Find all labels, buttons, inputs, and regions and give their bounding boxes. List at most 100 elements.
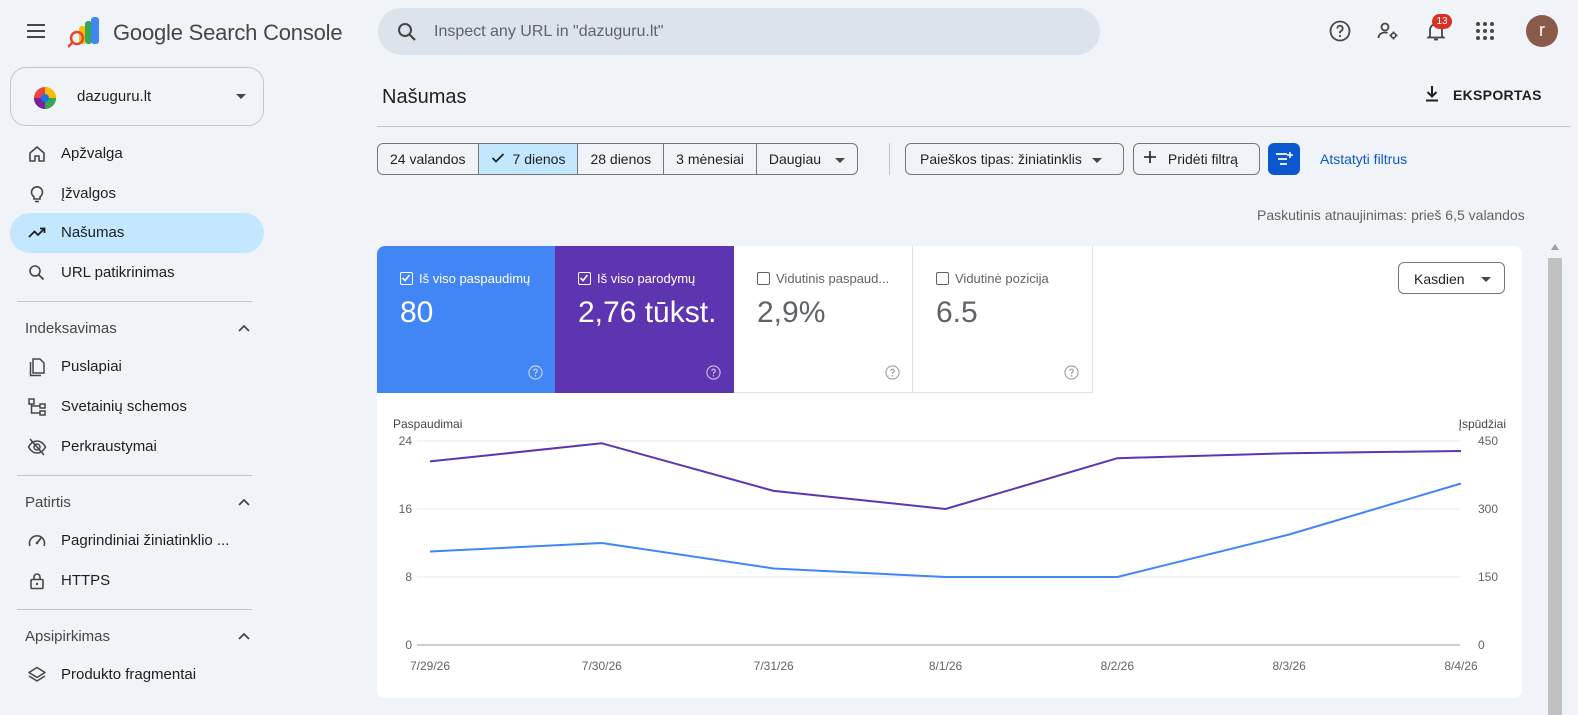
granularity-dropdown[interactable]: Kasdien [1398, 262, 1505, 294]
app-title: Google Search Console [113, 20, 343, 45]
filter-icon [1276, 152, 1293, 165]
export-label: EKSPORTAS [1453, 87, 1542, 103]
chevron-up-icon [237, 496, 251, 510]
nav-label: Puslapiai [61, 358, 122, 375]
nav-item-url-inspection[interactable]: URL patikrinimas [10, 253, 264, 293]
property-selector[interactable]: dazuguru.lt [10, 67, 264, 126]
x-tick-label: 7/30/26 [582, 659, 622, 673]
sitemap-icon [27, 397, 47, 417]
property-logo-icon [32, 85, 58, 111]
menu-icon[interactable] [24, 19, 48, 43]
avatar[interactable]: r [1526, 15, 1558, 47]
checkbox-unchecked-icon[interactable] [936, 272, 949, 285]
lock-icon [27, 571, 47, 591]
scroll-up-arrow[interactable] [1551, 244, 1559, 250]
page-title: Našumas [382, 86, 467, 108]
nav-item-core-web-vitals[interactable]: Pagrindiniai žiniatinklio ... [10, 521, 264, 561]
nav-item-overview[interactable]: Apžvalga [10, 134, 264, 174]
nav-label: Įžvalgos [61, 185, 117, 202]
nav-item-https[interactable]: HTTPS [10, 561, 264, 601]
metric-total-impressions[interactable]: Iš viso parodymų 2,76 tūkst. [555, 246, 734, 393]
date-range-24h[interactable]: 24 valandos [378, 144, 479, 174]
x-tick-label: 7/31/26 [754, 659, 794, 673]
search-console-logo [67, 16, 102, 48]
date-range-label: Daugiau [768, 151, 822, 167]
help-icon[interactable] [1328, 19, 1352, 43]
x-tick-label: 8/1/26 [929, 659, 963, 673]
help-icon[interactable] [706, 365, 721, 380]
section-title: Patirtis [25, 494, 71, 511]
search-input[interactable] [434, 8, 1074, 55]
caret-down-icon [1481, 277, 1491, 282]
help-icon[interactable] [1064, 365, 1079, 380]
date-range-3m[interactable]: 3 mėnesiai [664, 144, 757, 174]
caret-down-icon [1091, 157, 1102, 163]
left-tick-label: 24 [399, 434, 413, 448]
caret-down-icon [835, 157, 846, 163]
nav-divider [17, 609, 252, 610]
lightbulb-icon [27, 184, 47, 204]
manage-accounts-icon[interactable] [1376, 19, 1400, 43]
metric-header: Vidutinė pozicija [936, 271, 1049, 286]
check-icon [491, 144, 505, 174]
help-icon[interactable] [528, 365, 543, 380]
metric-value: 80 [400, 296, 434, 329]
trending-up-icon [27, 223, 47, 243]
nav-label: Našumas [61, 224, 125, 241]
nav-label: Perkraustymai [61, 438, 157, 455]
scrollbar-thumb[interactable] [1548, 258, 1562, 715]
nav-label: Apžvalga [61, 145, 123, 162]
reset-filters-link[interactable]: Atstatyti filtrus [1320, 151, 1408, 167]
left-tick-label: 8 [405, 570, 412, 584]
x-tick-label: 8/3/26 [1272, 659, 1306, 673]
date-range-more[interactable]: Daugiau [757, 144, 857, 174]
divider [889, 143, 890, 175]
chevron-up-icon [237, 630, 251, 644]
apps-grid-icon[interactable] [1473, 19, 1497, 43]
search-type-label: Paieškos tipas: žiniatinklis [920, 151, 1082, 167]
metric-label: Vidutinė pozicija [955, 271, 1049, 286]
eye-off-icon [27, 437, 47, 457]
url-inspect-search[interactable] [378, 8, 1100, 55]
checkbox-checked-icon[interactable] [578, 272, 591, 285]
divider [377, 126, 1570, 127]
metric-total-clicks[interactable]: Iš viso paspaudimų 80 [377, 246, 556, 393]
filter-settings-button[interactable] [1268, 143, 1300, 175]
search-type-filter[interactable]: Paieškos tipas: žiniatinklis [905, 143, 1124, 175]
metric-label: Iš viso paspaudimų [419, 271, 531, 286]
property-name: dazuguru.lt [77, 88, 152, 105]
nav-item-performance[interactable]: Našumas [10, 213, 264, 253]
top-bar: Google Search Console 13 r [0, 0, 1578, 62]
layers-icon [27, 665, 47, 685]
date-range-7d[interactable]: 7 dienos [478, 144, 579, 174]
date-range-label: 7 dienos [512, 151, 566, 167]
metric-label: Iš viso parodymų [597, 271, 696, 286]
checkbox-unchecked-icon[interactable] [757, 272, 770, 285]
date-range-28d[interactable]: 28 dienos [578, 144, 665, 174]
section-experience[interactable]: Patirtis [25, 490, 255, 514]
right-tick-label: 0 [1478, 638, 1485, 652]
checkbox-checked-icon[interactable] [400, 272, 413, 285]
section-shopping[interactable]: Apsipirkimas [25, 624, 255, 648]
metric-average-position[interactable]: Vidutinė pozicija 6.5 [913, 246, 1093, 393]
nav-item-pages[interactable]: Puslapiai [10, 347, 264, 387]
metric-value: 2,76 tūkst. [578, 296, 717, 329]
metric-average-ctr[interactable]: Vidutinis paspaud... 2,9% [734, 246, 913, 393]
add-filter-button[interactable]: Pridėti filtrą [1133, 143, 1260, 175]
nav-item-sitemaps[interactable]: Svetainių schemos [10, 387, 264, 427]
left-tick-label: 16 [399, 502, 413, 516]
section-title: Indeksavimas [25, 320, 117, 337]
granularity-label: Kasdien [1414, 271, 1465, 287]
section-indexing[interactable]: Indeksavimas [25, 316, 255, 340]
help-icon[interactable] [885, 365, 900, 380]
nav-label: URL patikrinimas [61, 264, 175, 281]
x-tick-label: 7/29/26 [410, 659, 450, 673]
nav-item-removals[interactable]: Perkraustymai [10, 427, 264, 467]
series-line-impressions [429, 442, 1462, 510]
nav-item-product-snippets[interactable]: Produkto fragmentai [10, 655, 264, 695]
last-update-text: Paskutinis atnaujinimas: prieš 6,5 valan… [1257, 207, 1525, 223]
left-axis-title: Paspaudimai [393, 417, 462, 431]
search-icon [395, 20, 419, 44]
nav-item-insights[interactable]: Įžvalgos [10, 174, 264, 214]
search-icon [27, 263, 47, 283]
